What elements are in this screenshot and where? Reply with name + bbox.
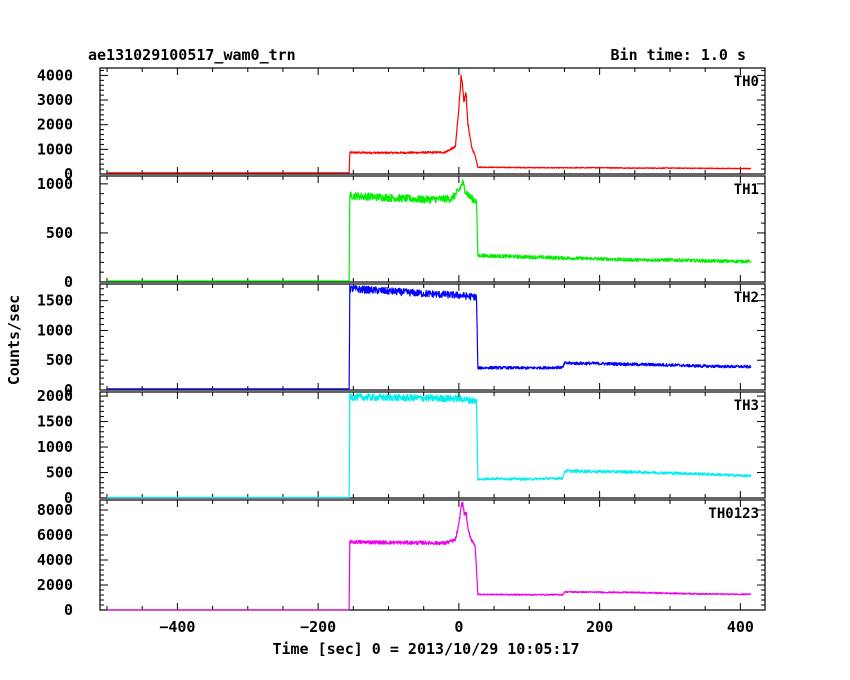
y-tick-label: 6000 [37,526,73,544]
panel-frame [99,283,766,391]
x-tick-label: −400 [159,618,195,636]
y-tick-label: 500 [46,351,73,369]
bin-time-label: Bin time: 1.0 s [611,46,746,64]
y-tick-label: 1500 [37,413,73,431]
y-tick-label: 2000 [37,387,73,405]
y-tick-label: 0 [64,273,73,291]
chart-title: ae131029100517_wam0_trn [88,46,296,64]
y-tick-label: 500 [46,464,73,482]
y-tick-label: 0 [64,489,73,507]
panel-th3: 0 500 1000 1500 2000 TH3 [37,387,766,507]
series-line-th3 [106,393,752,499]
y-tick-label: 2000 [37,116,73,134]
panel-th1: 0 500 1000 TH1 [37,175,766,291]
y-tick-label: 1000 [37,438,73,456]
panel-label-th2: TH2 [734,290,759,306]
panel-label-th0123: TH0123 [708,506,759,522]
series-line-th1 [106,179,752,282]
y-tick-label: 2000 [37,576,73,594]
y-tick-label: 0 [64,381,73,399]
series-line-th0123 [106,501,752,611]
panel-frame [99,391,766,499]
x-tick-label: 400 [727,618,754,636]
y-tick-label: 1000 [37,175,73,193]
panel-frame [99,67,766,175]
y-tick-label: 500 [46,224,73,242]
y-tick-label: 4000 [37,66,73,84]
panel-label-th1: TH1 [734,182,759,198]
x-tick-label: 0 [454,618,463,636]
x-tick-label: 200 [586,618,613,636]
y-tick-label: 0 [64,601,73,619]
x-axis-label: Time [sec] 0 = 2013/10/29 10:05:17 [272,640,579,658]
y-tick-label: 0 [64,165,73,183]
x-tick-label: −200 [300,618,336,636]
y-tick-label: 3000 [37,91,73,109]
panel-label-th3: TH3 [734,398,759,414]
panel-th0: 0 1000 2000 3000 4000 TH0 [37,66,766,183]
series-line-th2 [106,284,752,390]
y-axis-label: Counts/sec [5,295,23,385]
y-tick-label: 4000 [37,551,73,569]
panel-th2: 0 500 1000 1500 TH2 [37,283,766,399]
panel-frame [99,175,766,283]
y-tick-label: 1500 [37,292,73,310]
y-tick-label: 8000 [37,501,73,519]
panel-th0123: 0 2000 4000 6000 8000 TH0123 [37,499,766,619]
panel-label-th0: TH0 [734,74,759,90]
series-line-th0 [106,74,752,174]
y-tick-label: 1000 [37,140,73,158]
y-tick-label: 1000 [37,321,73,339]
